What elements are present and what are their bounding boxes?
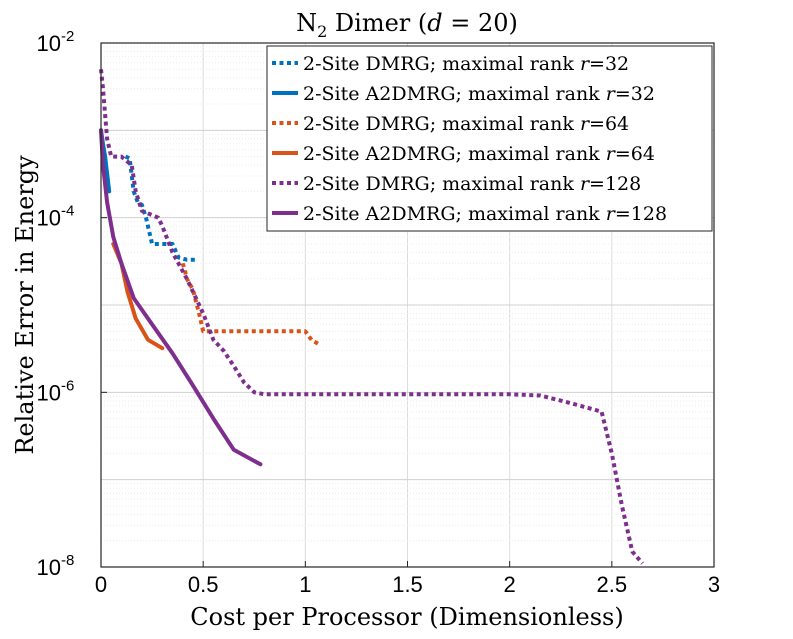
y-tick-exponent: -6 [61, 377, 74, 394]
y-tick-base: 10 [37, 206, 61, 231]
legend-label-prefix: 2-Site DMRG; maximal rank [303, 53, 580, 75]
y-tick-label: 10 [37, 206, 61, 231]
legend-label-prefix: 2-Site A2DMRG; maximal rank [303, 203, 606, 225]
legend-label-suffix: =64 [615, 143, 655, 165]
y-tick-base: 10 [37, 31, 61, 56]
legend-box [266, 45, 713, 232]
x-tick-label: 2.5 [597, 572, 628, 597]
series-line-5 [99, 69, 645, 565]
y-tick-exponent: -2 [61, 28, 74, 45]
x-tick-label: 1 [299, 572, 311, 597]
title-variable: d [427, 9, 442, 37]
legend-label-prefix: 2-Site DMRG; maximal rank [303, 113, 580, 135]
x-tick-label: 2 [504, 572, 516, 597]
legend-label-suffix: =128 [589, 173, 641, 195]
legend-entry: 2-Site A2DMRG; maximal rank r=64 [303, 143, 655, 165]
series-line-1 [124, 154, 195, 262]
legend-label-variable: r [606, 203, 617, 225]
y-tick-label: 10 [37, 31, 61, 56]
legend-label-suffix: =32 [615, 83, 655, 105]
legend-label-prefix: 2-Site DMRG; maximal rank [303, 173, 580, 195]
legend-label-prefix: 2-Site A2DMRG; maximal rank [303, 143, 606, 165]
legend-label-suffix: =32 [589, 53, 629, 75]
title-equation: = 20) [443, 9, 518, 37]
legend-entry: 2-Site A2DMRG; maximal rank r=32 [303, 83, 655, 105]
legend-label-suffix: =64 [589, 113, 629, 135]
legend-entry: 2-Site DMRG; maximal rank r=64 [303, 113, 629, 135]
y-tick-label: 10 [37, 555, 61, 580]
y-tick-exponent: -4 [61, 203, 74, 220]
legend-label-variable: r [606, 143, 617, 165]
y-tick-label: 10 [37, 380, 61, 405]
series-line-6 [99, 128, 263, 467]
chart-title: N2 Dimer (d = 20) [296, 9, 518, 41]
x-axis-label: Cost per Processor (Dimensionless) [190, 603, 623, 631]
y-tick-exponent: -8 [61, 552, 74, 569]
title-prefix: N [296, 9, 317, 37]
x-tick-label: 1.5 [392, 572, 423, 597]
title-rest: Dimer ( [327, 9, 427, 37]
legend-entry: 2-Site A2DMRG; maximal rank r=128 [303, 203, 667, 225]
legend-label-variable: r [580, 173, 591, 195]
legend-label-variable: r [580, 53, 591, 75]
axis-ticks: 0 0.5 1 1.5 2 2.5 310-210-410-610-8 [37, 28, 721, 597]
x-tick-label: 0 [95, 572, 107, 597]
y-axis-label: Relative Error in Energy [11, 155, 39, 455]
legend-label-variable: r [606, 83, 617, 105]
legend: 2-Site DMRG; maximal rank r=322-Site A2D… [266, 45, 713, 232]
title-subscript: 2 [317, 22, 327, 41]
legend-entry: 2-Site DMRG; maximal rank r=128 [303, 173, 641, 195]
legend-label-suffix: =128 [615, 203, 667, 225]
x-tick-label: 3 [708, 572, 720, 597]
legend-label-variable: r [580, 113, 591, 135]
y-tick-base: 10 [37, 555, 61, 580]
legend-entry: 2-Site DMRG; maximal rank r=32 [303, 53, 629, 75]
series-layer [99, 69, 645, 565]
y-tick-base: 10 [37, 380, 61, 405]
x-tick-label: 0.5 [188, 572, 219, 597]
legend-label-prefix: 2-Site A2DMRG; maximal rank [303, 83, 606, 105]
